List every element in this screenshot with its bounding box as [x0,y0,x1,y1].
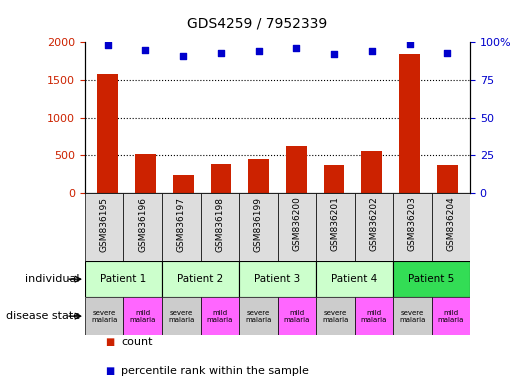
Text: GDS4259 / 7952339: GDS4259 / 7952339 [187,17,328,31]
Bar [393,297,432,335]
Text: count: count [121,337,152,347]
Text: GSM836200: GSM836200 [292,197,301,252]
Text: GSM836201: GSM836201 [331,197,340,252]
Bar [278,193,316,261]
Bar [316,261,393,297]
Bar [362,151,382,193]
Point [405,41,414,47]
Text: severe
malaria: severe malaria [91,310,117,323]
Text: GSM836202: GSM836202 [369,197,378,251]
Text: Patient 4: Patient 4 [331,274,377,284]
Bar [316,297,354,335]
Bar [393,261,470,297]
Bar [162,193,200,261]
Text: GSM836196: GSM836196 [138,197,147,252]
Bar [354,193,393,261]
Bar [278,297,316,335]
Point [141,47,149,53]
Bar [239,261,316,297]
Bar [124,297,162,335]
Bar [200,193,239,261]
Bar [211,164,231,193]
Point [104,42,112,48]
Text: mild
malaria: mild malaria [130,310,156,323]
Bar [399,54,420,193]
Text: ■: ■ [106,366,115,376]
Text: mild
malaria: mild malaria [207,310,233,323]
Text: GSM836195: GSM836195 [100,197,109,252]
Text: Patient 5: Patient 5 [408,274,455,284]
Text: Patient 3: Patient 3 [254,274,301,284]
Text: mild
malaria: mild malaria [360,310,387,323]
Bar [162,261,239,297]
Bar [85,261,162,297]
Text: severe
malaria: severe malaria [322,310,349,323]
Point [217,50,225,56]
Text: GSM836199: GSM836199 [254,197,263,252]
Bar [437,165,458,193]
Text: GSM836197: GSM836197 [177,197,186,252]
Bar [432,297,470,335]
Text: GSM836204: GSM836204 [447,197,455,251]
Text: ■: ■ [106,337,115,347]
Bar [85,193,124,261]
Bar [97,74,118,193]
Text: GSM836203: GSM836203 [408,197,417,252]
Point [443,50,452,56]
Text: mild
malaria: mild malaria [284,310,310,323]
Bar [324,165,345,193]
Bar [354,297,393,335]
Bar [200,297,239,335]
Point [254,48,263,55]
Bar [85,297,124,335]
Bar [286,146,307,193]
Point [179,53,187,59]
Bar [124,193,162,261]
Bar [432,193,470,261]
Bar [239,297,278,335]
Text: GSM836198: GSM836198 [215,197,224,252]
Text: severe
malaria: severe malaria [399,310,425,323]
Text: disease state: disease state [6,311,80,321]
Text: severe
malaria: severe malaria [245,310,271,323]
Point [330,51,338,57]
Point [368,48,376,55]
Text: mild
malaria: mild malaria [438,310,464,323]
Point [292,45,300,51]
Text: percentile rank within the sample: percentile rank within the sample [121,366,309,376]
Bar [162,297,200,335]
Bar [173,175,194,193]
Text: individual: individual [25,274,80,284]
Bar [393,193,432,261]
Bar [248,159,269,193]
Bar [135,154,156,193]
Bar [316,193,354,261]
Text: Patient 1: Patient 1 [100,274,147,284]
Text: severe
malaria: severe malaria [168,310,195,323]
Bar [239,193,278,261]
Text: Patient 2: Patient 2 [177,274,224,284]
